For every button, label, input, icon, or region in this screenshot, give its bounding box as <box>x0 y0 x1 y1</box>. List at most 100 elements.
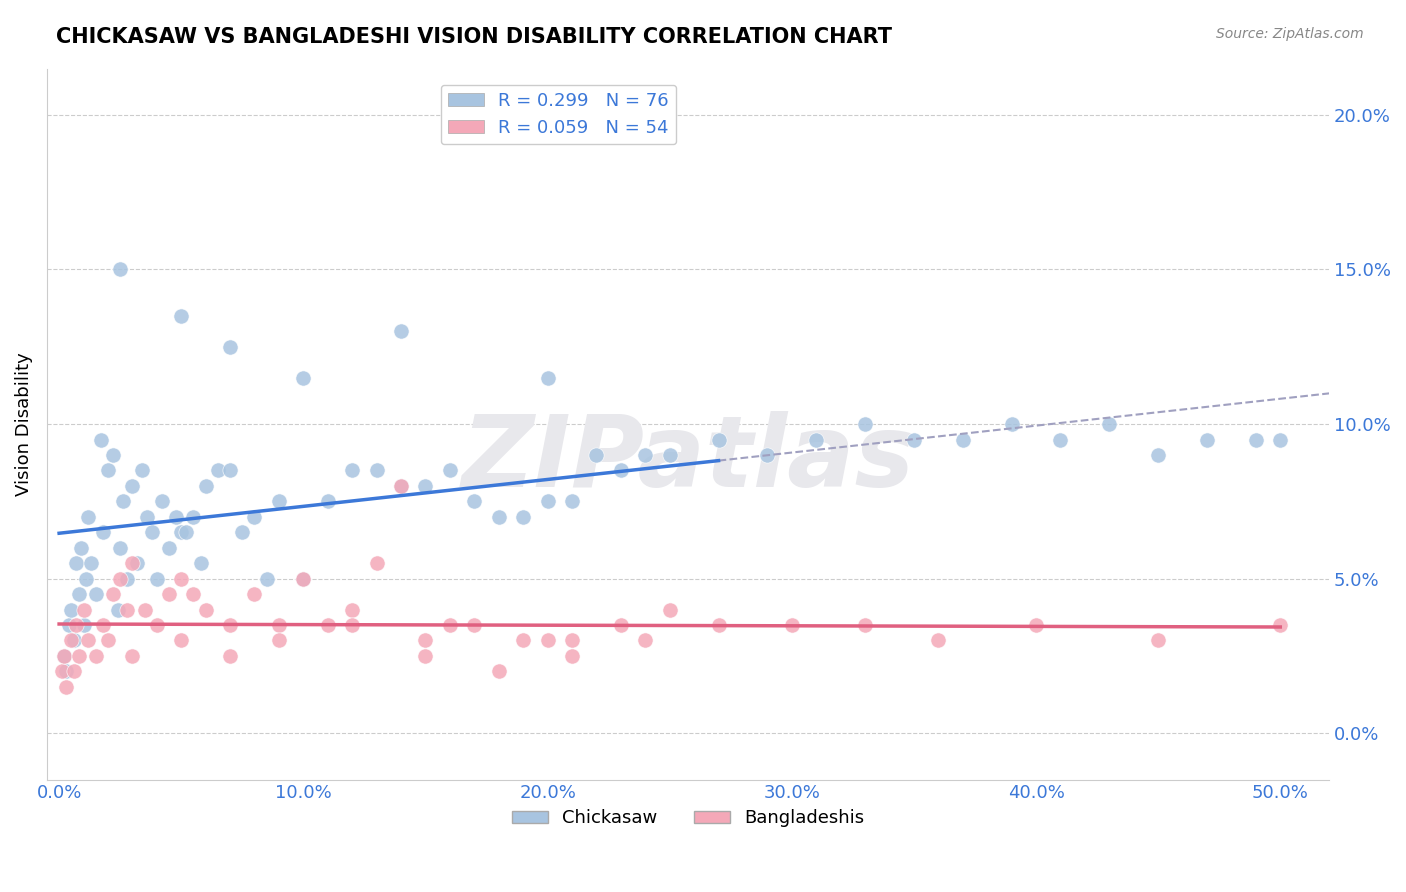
Text: ZIPatlas: ZIPatlas <box>461 411 914 508</box>
Point <box>1147 633 1170 648</box>
Y-axis label: Vision Disability: Vision Disability <box>15 352 32 496</box>
Point <box>77 509 100 524</box>
Point <box>415 648 437 663</box>
Point <box>72 602 94 616</box>
Point <box>634 633 657 648</box>
Point <box>243 509 266 524</box>
Point <box>174 525 197 540</box>
Point <box>136 509 159 524</box>
Point <box>141 525 163 540</box>
Point <box>292 572 315 586</box>
Point <box>219 463 242 477</box>
Point <box>267 633 290 648</box>
Point <box>389 324 412 338</box>
Point <box>1001 417 1024 431</box>
Point <box>107 602 129 616</box>
Point <box>903 433 925 447</box>
Point <box>51 665 73 679</box>
Point <box>256 572 278 586</box>
Point <box>194 602 217 616</box>
Point <box>610 618 633 632</box>
Point <box>488 665 510 679</box>
Point <box>60 633 83 648</box>
Point <box>134 602 156 616</box>
Point <box>267 618 290 632</box>
Point <box>91 525 114 540</box>
Point <box>67 648 90 663</box>
Point <box>927 633 949 648</box>
Legend: Chickasaw, Bangladeshis: Chickasaw, Bangladeshis <box>505 802 872 835</box>
Point <box>77 633 100 648</box>
Point <box>1098 417 1121 431</box>
Point <box>101 448 124 462</box>
Point <box>658 602 681 616</box>
Point <box>267 494 290 508</box>
Point <box>853 417 876 431</box>
Point <box>67 587 90 601</box>
Point <box>634 448 657 462</box>
Point <box>170 309 193 323</box>
Point <box>121 479 143 493</box>
Point <box>292 572 315 586</box>
Point <box>170 525 193 540</box>
Point <box>219 340 242 354</box>
Point <box>111 494 134 508</box>
Point <box>463 494 485 508</box>
Point <box>207 463 229 477</box>
Point <box>97 463 120 477</box>
Point <box>512 633 534 648</box>
Point <box>610 463 633 477</box>
Point <box>101 587 124 601</box>
Point <box>65 556 87 570</box>
Point <box>415 633 437 648</box>
Point <box>117 572 139 586</box>
Point <box>62 633 84 648</box>
Point <box>70 541 93 555</box>
Point <box>952 433 974 447</box>
Point <box>1270 433 1292 447</box>
Point <box>512 509 534 524</box>
Point <box>536 370 558 384</box>
Point <box>439 463 461 477</box>
Point <box>463 618 485 632</box>
Point <box>707 618 730 632</box>
Point <box>292 370 315 384</box>
Point <box>150 494 173 508</box>
Text: Source: ZipAtlas.com: Source: ZipAtlas.com <box>1216 27 1364 41</box>
Point <box>658 448 681 462</box>
Point <box>58 618 80 632</box>
Point <box>84 648 107 663</box>
Point <box>194 479 217 493</box>
Point <box>415 479 437 493</box>
Point <box>80 556 103 570</box>
Point <box>108 572 131 586</box>
Point <box>170 572 193 586</box>
Point <box>91 618 114 632</box>
Point <box>756 448 779 462</box>
Point <box>1049 433 1071 447</box>
Point <box>146 618 169 632</box>
Point <box>340 602 363 616</box>
Point <box>117 602 139 616</box>
Point <box>536 494 558 508</box>
Point <box>72 618 94 632</box>
Point <box>183 587 205 601</box>
Point <box>157 587 180 601</box>
Point <box>90 433 112 447</box>
Point <box>1270 618 1292 632</box>
Point <box>366 463 388 477</box>
Point <box>707 433 730 447</box>
Point <box>488 509 510 524</box>
Point <box>340 463 363 477</box>
Point <box>561 648 583 663</box>
Point <box>84 587 107 601</box>
Point <box>108 541 131 555</box>
Point <box>561 494 583 508</box>
Text: CHICKASAW VS BANGLADESHI VISION DISABILITY CORRELATION CHART: CHICKASAW VS BANGLADESHI VISION DISABILI… <box>56 27 893 46</box>
Point <box>108 262 131 277</box>
Point <box>585 448 607 462</box>
Point <box>65 618 87 632</box>
Point <box>127 556 149 570</box>
Point <box>121 556 143 570</box>
Point <box>853 618 876 632</box>
